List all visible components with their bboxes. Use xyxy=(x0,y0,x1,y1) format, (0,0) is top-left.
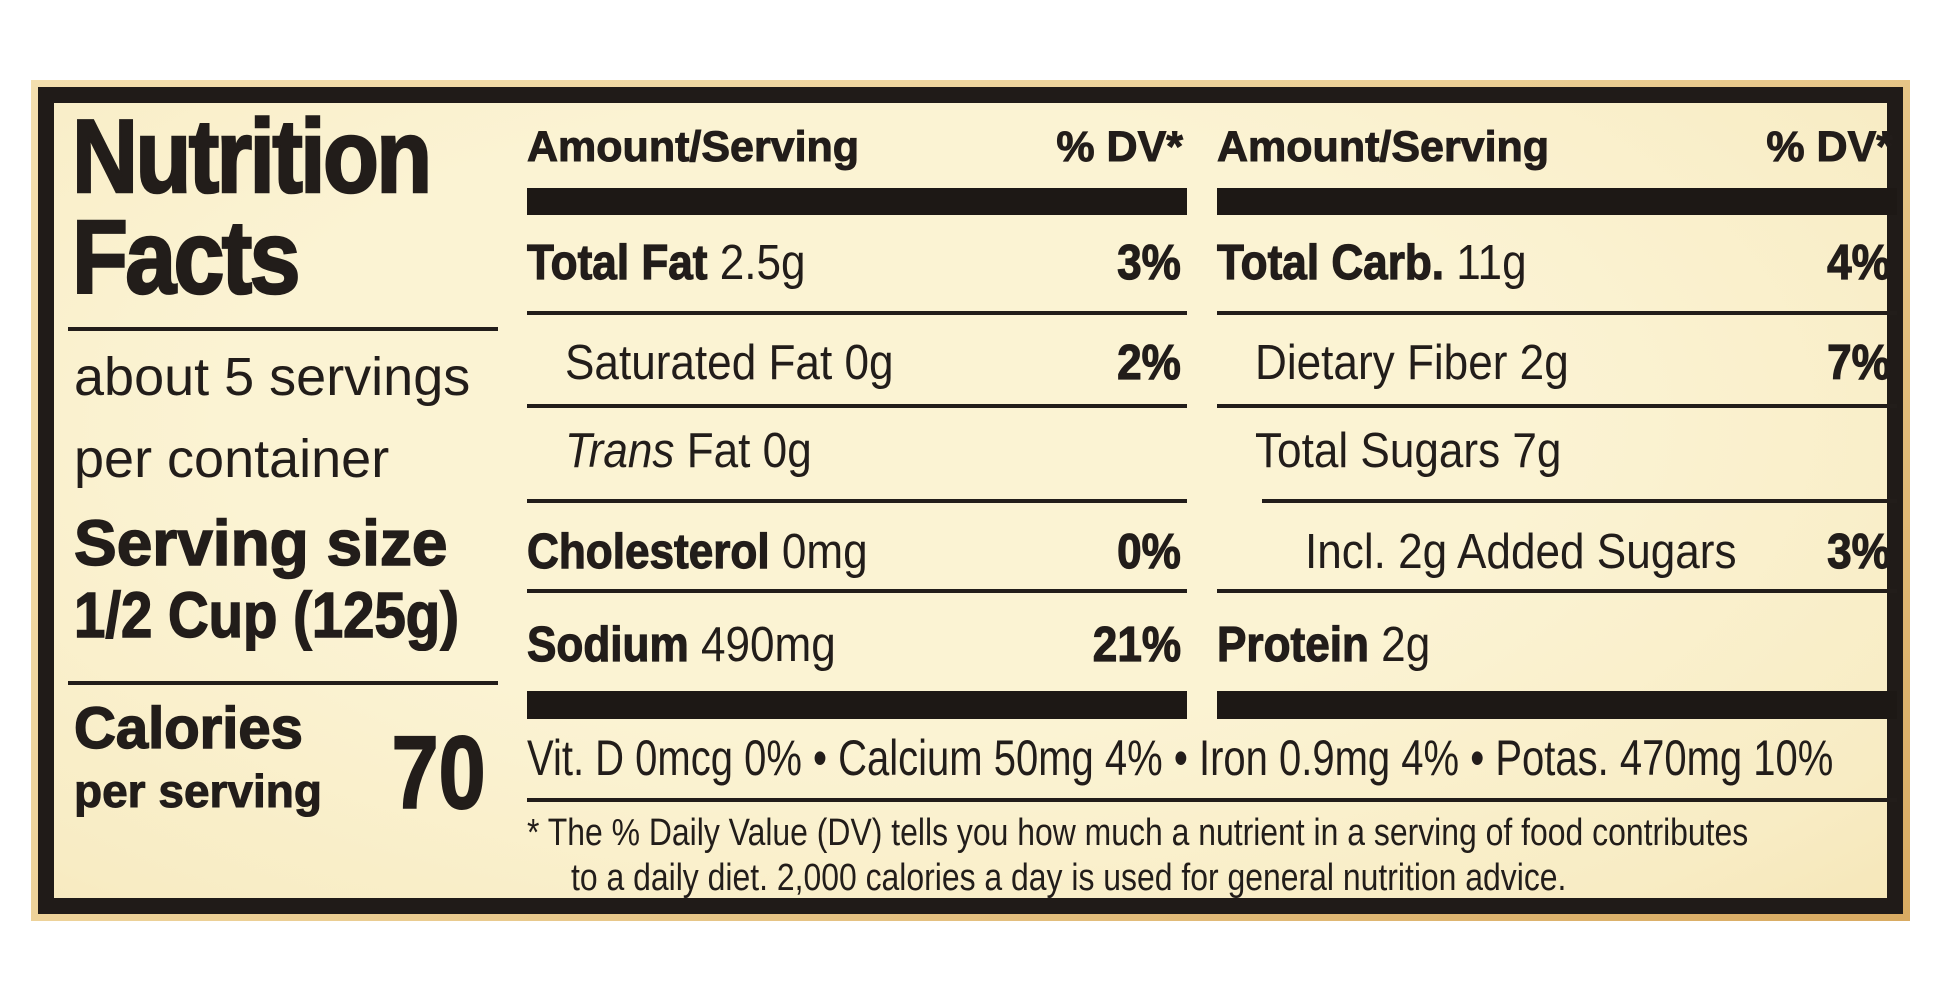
nutrient-amount: 11g xyxy=(1444,236,1527,290)
micronutrients-line: Vit. D 0mcg 0% • Calcium 50mg 4% • Iron … xyxy=(527,730,1834,786)
footer-bar xyxy=(527,691,1187,719)
separator-line xyxy=(1262,499,1897,503)
separator-line xyxy=(527,404,1187,408)
nutrient-name: Cholesterol xyxy=(526,525,770,579)
left-panel: Nutrition Facts about 5 servings per cont… xyxy=(62,103,514,898)
nutrient-name: Total Sugars xyxy=(1255,424,1501,478)
gold-border: Nutrition Facts about 5 servings per cont… xyxy=(31,80,1910,921)
nutrient-row-cholesterol: Cholesterol 0mg 0% xyxy=(526,525,1182,579)
dv-footnote: * The % Daily Value (DV) tells you how m… xyxy=(527,811,1897,901)
column-header: Amount/Serving % DV* xyxy=(526,123,1184,171)
column-header: Amount/Serving % DV* xyxy=(1216,123,1894,171)
nutrient-amount: 2g xyxy=(1507,336,1569,390)
footnote-asterisk: * xyxy=(527,812,540,854)
nutrient-column-1: Amount/Serving % DV* Total Fat 2.5g 3% Sat… xyxy=(526,103,1187,898)
footer-bar xyxy=(1217,691,1897,719)
calories-label: Calories xyxy=(73,696,303,761)
separator-line xyxy=(1217,311,1897,315)
nutrient-row-incl-2g-added-sugars: Incl. 2g Added Sugars 3% xyxy=(1217,525,1892,579)
daily-value-percent: 4% xyxy=(1827,236,1892,290)
serving-size-label: Serving size xyxy=(73,507,448,579)
header-bar xyxy=(1217,188,1897,215)
nutrient-column-2: Amount/Serving % DV* Total Carb. 11g 4% Di… xyxy=(1216,103,1897,898)
nutrient-amount: 490mg xyxy=(688,618,836,672)
calories-value: 70 xyxy=(391,715,487,830)
nutrient-row-sodium: Sodium 490mg 21% xyxy=(526,618,1181,672)
daily-value-percent: 3% xyxy=(1827,525,1892,579)
nutrient-amount: 7g xyxy=(1500,424,1562,478)
nutrient-name: Sodium xyxy=(526,618,689,672)
nutrient-name: Protein xyxy=(1216,618,1369,672)
amount-serving-heading: Amount/Serving xyxy=(1216,123,1550,171)
nutrient-name: Total Carb. xyxy=(1216,236,1445,290)
percent-dv-heading: % DV* xyxy=(1766,123,1894,171)
separator-line xyxy=(68,327,498,331)
amount-serving-heading: Amount/Serving xyxy=(526,123,860,171)
separator-line xyxy=(1217,404,1897,408)
header-bar xyxy=(527,188,1187,215)
nutrient-amount: 0g xyxy=(832,336,894,390)
servings-per-container-line1: about 5 servings xyxy=(74,347,471,407)
percent-dv-heading: % DV* xyxy=(1056,123,1184,171)
separator-line xyxy=(68,681,498,685)
servings-per-container-line2: per container xyxy=(74,429,390,489)
nutrient-amount: 2.5g xyxy=(707,236,806,290)
nutrient-row-trans-fat: Trans Fat 0g xyxy=(527,425,1181,477)
nutrient-name: Saturated Fat xyxy=(565,336,833,390)
footnote-line2: to a daily diet. 2,000 calories a day is… xyxy=(571,857,1567,899)
nutrient-row-total-carb: Total Carb. 11g 4% xyxy=(1216,236,1892,290)
serving-size-value: 1/2 Cup (125g) xyxy=(73,579,459,651)
footnote-line1: * The % Daily Value (DV) tells you how m… xyxy=(527,812,1749,854)
nutrient-row-total-fat: Total Fat 2.5g 3% xyxy=(526,236,1182,290)
daily-value-percent: 7% xyxy=(1827,336,1892,390)
daily-value-percent: 21% xyxy=(1092,618,1181,672)
nutrient-name: Incl. 2g Added Sugars xyxy=(1305,525,1737,579)
nutrient-row-total-sugars: Total Sugars 7g xyxy=(1217,425,1891,477)
nutrient-name: Dietary Fiber xyxy=(1255,336,1508,390)
separator-line xyxy=(527,499,1187,503)
daily-value-percent: 0% xyxy=(1117,525,1182,579)
nutrient-name: Total Fat xyxy=(526,236,708,290)
separator-line xyxy=(527,311,1187,315)
nutrient-row-saturated-fat: Saturated Fat 0g 2% xyxy=(527,336,1182,390)
nutrient-row-protein: Protein 2g xyxy=(1216,618,1891,672)
label-title: Nutrition Facts xyxy=(71,99,433,316)
black-border: Nutrition Facts about 5 servings per cont… xyxy=(38,87,1903,914)
nutrient-amount: 0mg xyxy=(769,525,868,579)
nutrient-row-dietary-fiber: Dietary Fiber 2g 7% xyxy=(1217,336,1892,390)
daily-value-percent: 2% xyxy=(1117,336,1182,390)
separator-line xyxy=(527,798,1897,802)
nutrient-amount: 2g xyxy=(1368,618,1431,672)
separator-line xyxy=(1217,589,1897,593)
daily-value-percent: 3% xyxy=(1117,236,1182,290)
nutrient-amount: 0g xyxy=(750,424,812,478)
separator-line xyxy=(527,589,1187,593)
nutrient-name: Trans Fat xyxy=(565,424,751,478)
calories-sublabel: per serving xyxy=(74,765,323,817)
label-body: Nutrition Facts about 5 servings per cont… xyxy=(54,103,1897,899)
